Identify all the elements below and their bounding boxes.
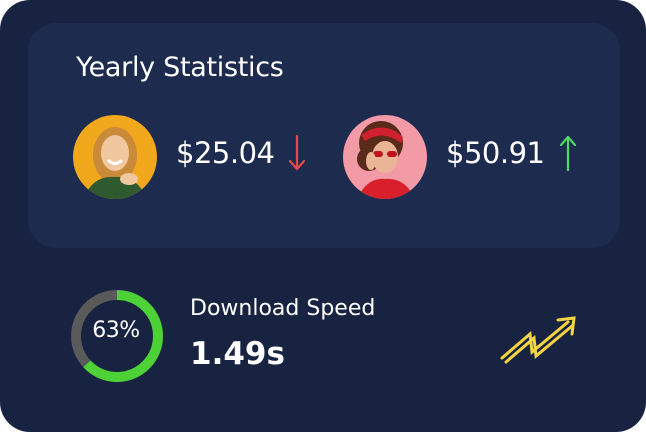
metric-value: 1.49s [190, 336, 285, 372]
user-avatar-1[interactable] [73, 115, 157, 199]
amount-2: $50.91 [446, 136, 545, 170]
progress-percent: 63% [92, 318, 140, 343]
arrow-down-icon [288, 134, 306, 171]
metric-label: Download Speed [190, 296, 376, 321]
amount-1: $25.04 [176, 136, 275, 170]
panel-title: Yearly Statistics [76, 52, 284, 83]
trending-zigzag-icon [500, 316, 576, 364]
download-progress-ring [71, 290, 163, 382]
user-avatar-2[interactable] [343, 115, 427, 199]
arrow-up-icon [559, 135, 577, 172]
